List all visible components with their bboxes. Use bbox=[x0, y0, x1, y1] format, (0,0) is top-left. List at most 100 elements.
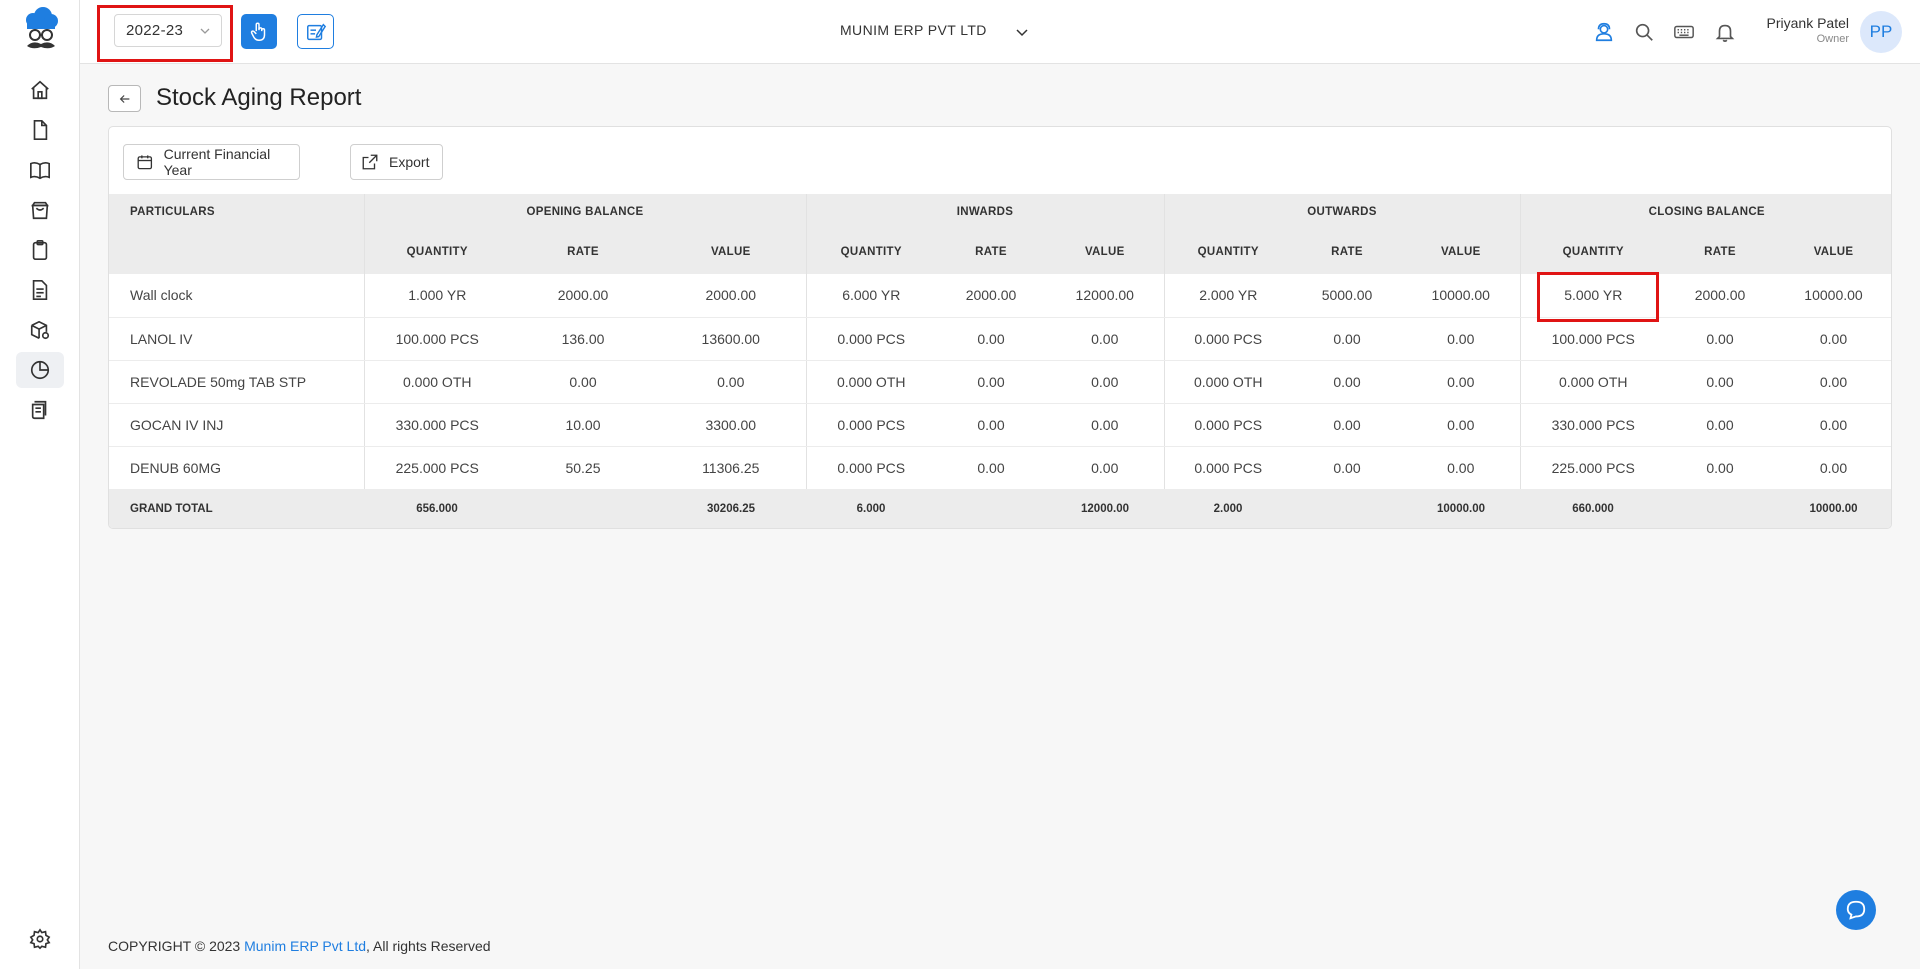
table-row[interactable]: GOCAN IV INJ 330.000 PCS 10.00 3300.00 0… bbox=[109, 403, 1891, 447]
grand-total-label: GRAND TOTAL bbox=[109, 489, 364, 528]
user-avatar[interactable]: PP bbox=[1860, 11, 1902, 53]
edit-note-icon bbox=[306, 23, 326, 40]
chat-support-button[interactable] bbox=[1836, 890, 1876, 930]
top-bar: 2022-23 MUNIM ERP PVT LTD Priyank Patel … bbox=[80, 0, 1920, 64]
export-label: Export bbox=[389, 154, 430, 170]
column-header: RATE bbox=[1292, 230, 1402, 274]
table-cell: 0.00 bbox=[936, 403, 1046, 447]
copyright-suffix: , All rights Reserved bbox=[366, 938, 491, 954]
table-cell: 225.000 PCS bbox=[1520, 446, 1666, 490]
brand-link[interactable]: Munim ERP Pvt Ltd bbox=[244, 938, 367, 954]
touch-mode-button[interactable] bbox=[241, 14, 277, 49]
quick-entry-button[interactable] bbox=[297, 14, 334, 49]
financial-year-value: 2022-23 bbox=[126, 22, 184, 39]
table-row[interactable]: Wall clock 1.000 YR 2000.00 2000.00 6.00… bbox=[109, 274, 1891, 318]
report-card: Current Financial Year Export PARTICULAR… bbox=[108, 126, 1892, 529]
table-cell: 0.00 bbox=[1402, 360, 1521, 404]
keyboard-icon[interactable] bbox=[1673, 21, 1695, 43]
column-header: RATE bbox=[510, 230, 656, 274]
column-header: VALUE bbox=[1774, 230, 1891, 274]
table-cell: 0.00 bbox=[510, 360, 656, 404]
table-cell: 0.00 bbox=[1046, 360, 1165, 404]
package-settings-icon[interactable] bbox=[16, 312, 64, 348]
total-cell: 10000.00 bbox=[1402, 489, 1520, 528]
total-cell bbox=[1666, 489, 1774, 528]
home-icon[interactable] bbox=[16, 72, 64, 108]
copyright-prefix: COPYRIGHT © 2023 bbox=[108, 938, 245, 954]
user-name[interactable]: Priyank Patel bbox=[1766, 15, 1849, 31]
table-cell: 2000.00 bbox=[936, 274, 1046, 318]
reports-pie-icon[interactable] bbox=[16, 352, 64, 388]
support-agent-icon[interactable] bbox=[1593, 21, 1615, 43]
page-title: Stock Aging Report bbox=[156, 84, 362, 111]
table-cell: 0.00 bbox=[656, 360, 807, 404]
table-cell: 10.00 bbox=[510, 403, 656, 447]
table-cell: 13600.00 bbox=[656, 317, 807, 361]
export-button[interactable]: Export bbox=[350, 144, 443, 180]
total-cell: 6.000 bbox=[806, 489, 936, 528]
table-row[interactable]: LANOL IV 100.000 PCS 136.00 13600.00 0.0… bbox=[109, 317, 1891, 361]
table-cell: 330.000 PCS bbox=[364, 403, 510, 447]
grand-total-row: GRAND TOTAL 656.000 30206.25 6.000 12000… bbox=[109, 489, 1891, 528]
table-cell: 0.000 PCS bbox=[1164, 403, 1292, 447]
item-name-cell: REVOLADE 50mg TAB STP bbox=[109, 360, 365, 404]
table-cell: 2000.00 bbox=[1666, 274, 1774, 318]
munim-logo[interactable] bbox=[21, 6, 61, 56]
table-cell: 0.00 bbox=[1402, 403, 1521, 447]
item-name-cell: GOCAN IV INJ bbox=[109, 403, 365, 447]
table-cell: 0.000 PCS bbox=[806, 446, 936, 490]
total-cell bbox=[936, 489, 1046, 528]
settings-gear-icon[interactable] bbox=[16, 921, 64, 957]
table-cell: 0.00 bbox=[1666, 360, 1774, 404]
column-header: RATE bbox=[936, 230, 1046, 274]
company-chevron-down-icon[interactable] bbox=[1015, 25, 1029, 39]
table-cell: 0.00 bbox=[1666, 317, 1774, 361]
clipboard-icon[interactable] bbox=[16, 232, 64, 268]
table-cell: 0.00 bbox=[1292, 446, 1402, 490]
item-name-cell: Wall clock bbox=[109, 274, 365, 318]
table-cell: 0.00 bbox=[1292, 360, 1402, 404]
back-button[interactable] bbox=[108, 85, 141, 112]
stock-aging-table: PARTICULARS OPENING BALANCE INWARDS OUTW… bbox=[109, 194, 1891, 528]
ledger-icon[interactable] bbox=[16, 392, 64, 428]
item-name-cell: LANOL IV bbox=[109, 317, 365, 361]
table-cell: 0.00 bbox=[1292, 317, 1402, 361]
table-cell: 1.000 YR bbox=[364, 274, 510, 318]
company-name[interactable]: MUNIM ERP PVT LTD bbox=[840, 22, 987, 38]
sidebar bbox=[0, 0, 80, 969]
table-cell: 10000.00 bbox=[1774, 274, 1891, 318]
column-header: QUANTITY bbox=[364, 230, 510, 274]
financial-year-select[interactable]: 2022-23 bbox=[114, 14, 222, 47]
total-cell: 10000.00 bbox=[1774, 489, 1891, 528]
total-cell: 12000.00 bbox=[1046, 489, 1164, 528]
table-sub-header-row: QUANTITY RATE VALUE QUANTITY RATE VALUE … bbox=[109, 230, 1891, 274]
table-cell: 0.000 OTH bbox=[364, 360, 510, 404]
table-cell: 0.00 bbox=[1046, 446, 1165, 490]
table-cell: 0.000 PCS bbox=[806, 317, 936, 361]
notification-bell-icon[interactable] bbox=[1714, 21, 1736, 43]
table-cell: 0.00 bbox=[1046, 317, 1165, 361]
shopping-bag-icon[interactable] bbox=[16, 192, 64, 228]
table-cell: 0.00 bbox=[936, 360, 1046, 404]
particulars-blank-header bbox=[109, 230, 365, 274]
search-icon[interactable] bbox=[1633, 21, 1655, 43]
table-cell: 0.00 bbox=[1774, 360, 1891, 404]
table-cell: 0.000 OTH bbox=[1164, 360, 1292, 404]
period-filter-button[interactable]: Current Financial Year bbox=[123, 144, 300, 180]
table-row[interactable]: REVOLADE 50mg TAB STP 0.000 OTH 0.00 0.0… bbox=[109, 360, 1891, 404]
table-row[interactable]: DENUB 60MG 225.000 PCS 50.25 11306.25 0.… bbox=[109, 446, 1891, 490]
table-cell: 0.00 bbox=[1666, 446, 1774, 490]
table-cell: 0.00 bbox=[1046, 403, 1165, 447]
column-header: VALUE bbox=[656, 230, 807, 274]
period-filter-label: Current Financial Year bbox=[163, 146, 271, 178]
total-cell bbox=[510, 489, 656, 528]
table-cell: 0.00 bbox=[1774, 446, 1891, 490]
opening-balance-header: OPENING BALANCE bbox=[364, 194, 807, 230]
closing-balance-header: CLOSING BALANCE bbox=[1520, 194, 1891, 230]
table-cell: 0.000 PCS bbox=[806, 403, 936, 447]
document-icon[interactable] bbox=[16, 112, 64, 148]
year-highlight-box bbox=[97, 5, 233, 62]
file-text-icon[interactable] bbox=[16, 272, 64, 308]
table-cell: 0.00 bbox=[1774, 317, 1891, 361]
book-icon[interactable] bbox=[16, 152, 64, 188]
